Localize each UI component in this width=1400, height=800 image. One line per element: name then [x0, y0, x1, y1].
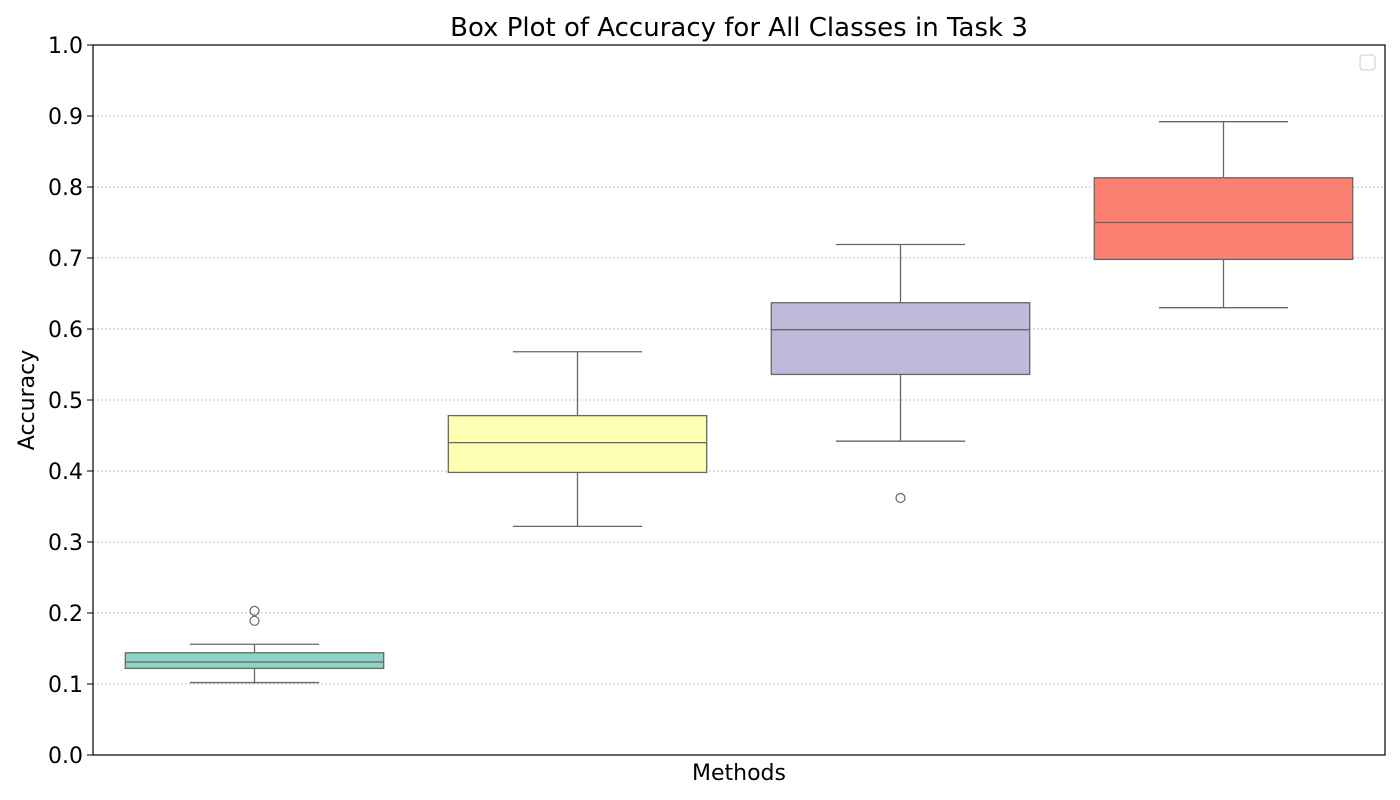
box-3: [770, 243, 1031, 504]
boxes-group: [124, 121, 1354, 684]
box-4: [1093, 121, 1354, 309]
iqr-box: [1093, 177, 1354, 261]
y-tick-label: 0.2: [48, 602, 83, 627]
y-tick-label: 1.0: [48, 34, 83, 59]
chart-title: Box Plot of Accuracy for All Classes in …: [450, 13, 1028, 43]
y-tick-label: 0.0: [48, 744, 83, 769]
y-axis-ticks: 0.0 0.1 0.2 0.3 0.4 0.5 0.6 0.7 0.8 0.9 1.0: [48, 34, 93, 769]
iqr-box: [447, 414, 708, 474]
y-tick-label: 0.8: [48, 176, 83, 201]
y-tick-label: 0.1: [48, 673, 83, 698]
iqr-box: [770, 302, 1031, 376]
outlier-point: [895, 492, 906, 504]
legend-box: [1359, 54, 1376, 71]
box-2: [447, 351, 708, 528]
y-axis-label: Accuracy: [15, 350, 40, 450]
y-tick-label: 0.5: [48, 389, 83, 414]
y-tick-label: 0.6: [48, 318, 83, 343]
outlier-point: [249, 615, 260, 626]
y-tick-label: 0.7: [48, 247, 83, 272]
y-tick-label: 0.3: [48, 531, 83, 556]
grid-lines: [93, 44, 1385, 756]
y-tick-label: 0.4: [48, 460, 83, 485]
outlier-point: [249, 605, 260, 616]
x-axis-label: Methods: [692, 761, 786, 786]
y-tick-label: 0.9: [48, 105, 83, 130]
iqr-box: [124, 652, 385, 670]
box-1: [124, 605, 385, 684]
